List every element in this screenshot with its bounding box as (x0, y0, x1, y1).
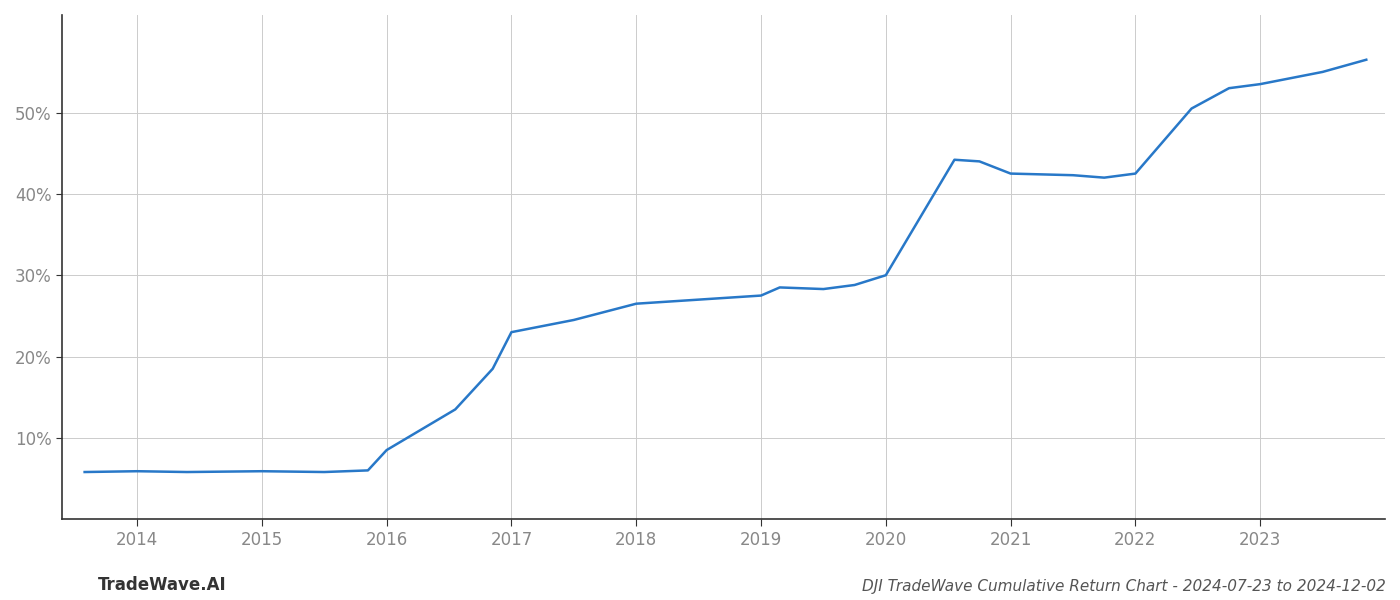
Text: TradeWave.AI: TradeWave.AI (98, 576, 227, 594)
Text: DJI TradeWave Cumulative Return Chart - 2024-07-23 to 2024-12-02: DJI TradeWave Cumulative Return Chart - … (862, 579, 1386, 594)
